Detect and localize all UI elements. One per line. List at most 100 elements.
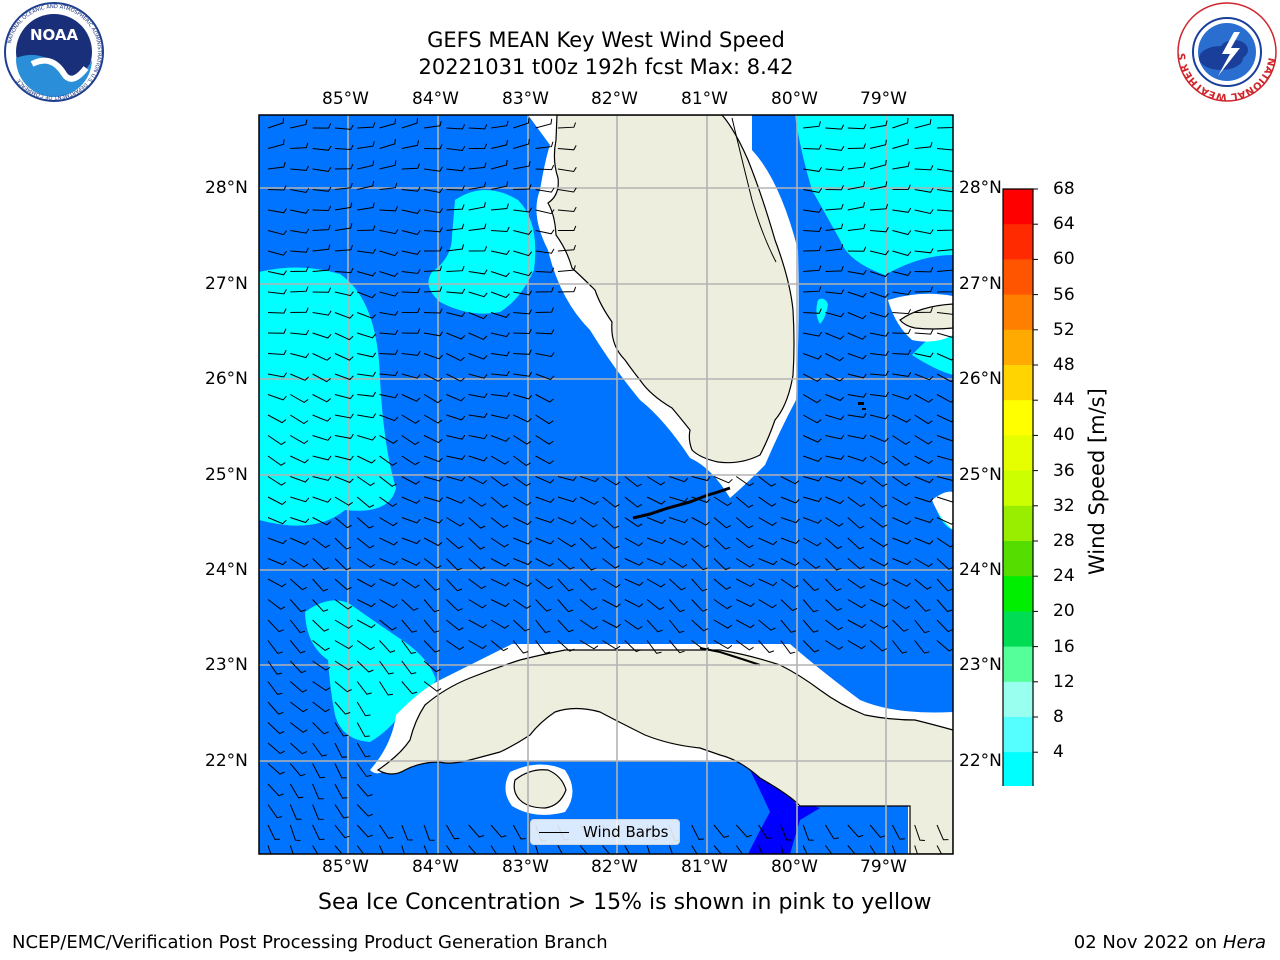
wind-barb [490, 537, 509, 548]
wind-barb [290, 266, 309, 272]
wind-barb [825, 394, 845, 402]
wind-barb [914, 286, 933, 293]
wind-barb [312, 558, 329, 571]
wind-barb [468, 619, 488, 629]
wind-barb [468, 373, 488, 379]
wind-barb [914, 845, 918, 854]
colorbar-tick-label: 20 [1053, 601, 1075, 622]
wind-barb [825, 845, 833, 854]
wind-barb [379, 250, 399, 257]
wind-barb [624, 537, 644, 547]
wind-barb [446, 455, 466, 460]
wind-barb [535, 496, 555, 503]
wind-barb [579, 517, 598, 528]
wind-barb [379, 660, 394, 675]
wind-barb [803, 455, 823, 462]
wind-barb [289, 763, 306, 777]
wind-barb [646, 619, 663, 633]
wind-barb [892, 207, 912, 213]
wind-barb [401, 558, 421, 566]
wind-barb [669, 599, 685, 613]
wind-barb [758, 496, 777, 507]
ocean-8-12-northeast [795, 115, 953, 275]
wind-barb [267, 517, 287, 525]
lat-label-right: 26°N [959, 369, 1002, 389]
lat-label-left: 26°N [205, 369, 248, 389]
wind-barb [423, 517, 443, 524]
colorbar-band [1003, 400, 1033, 436]
wind-barb [290, 165, 310, 171]
colorbar-band [1003, 259, 1033, 296]
wind-barb [424, 208, 444, 214]
wind-barb [424, 265, 443, 272]
wind-barb [713, 537, 731, 550]
wind-barb [468, 558, 486, 570]
noaa-logo-text: NOAA [30, 26, 79, 44]
wind-barb [513, 290, 533, 296]
wind-barb [267, 845, 272, 854]
wind-barb [379, 329, 399, 335]
wind-barb [914, 640, 930, 654]
wind-barb [289, 824, 301, 841]
wind-barb [379, 845, 384, 854]
wind-barb [602, 558, 620, 569]
wind-barb [334, 640, 354, 650]
wind-barb [936, 414, 953, 423]
wind-barb [646, 599, 665, 611]
ocean-below-4-region [745, 760, 820, 854]
colorbar [1000, 186, 1040, 850]
wind-barb [356, 783, 373, 797]
wind-barb [290, 414, 309, 425]
wind-barb [914, 394, 934, 403]
wind-barb [513, 328, 532, 335]
wind-barb [312, 722, 329, 735]
wind-barb [936, 517, 953, 525]
wind-barb [847, 537, 865, 550]
lat-label-left: 22°N [205, 751, 248, 771]
wind-barb [669, 517, 689, 524]
wind-barb [468, 599, 487, 609]
wind-barb [267, 660, 283, 675]
wind-barb [357, 352, 377, 358]
wind-barb [914, 307, 933, 313]
wind-barb [468, 517, 486, 529]
wind-barb [334, 267, 354, 274]
footer-date-text: 02 Nov 2022 on [1073, 932, 1218, 953]
wind-barb [490, 139, 508, 149]
wind-barb [490, 824, 507, 838]
wind-barb [513, 537, 533, 545]
wind-barb [468, 578, 487, 590]
wind-barb [490, 250, 510, 255]
wind-barb [557, 599, 574, 613]
wind-barb [847, 824, 864, 838]
wind-barb [290, 119, 308, 129]
wind-barb [557, 845, 563, 854]
lon-label-top: 81°W [681, 89, 728, 109]
wind-barb [334, 742, 348, 758]
wind-barb [357, 122, 376, 129]
wind-barb [357, 180, 375, 190]
wind-barb [513, 599, 532, 609]
wind-barb [356, 455, 376, 464]
wind-barb [356, 517, 374, 529]
wind-barb [847, 291, 867, 298]
wind-barb [356, 619, 376, 629]
wind-barb [379, 619, 397, 631]
wind-barb [825, 203, 844, 211]
nws-logo: NATIONAL WEATHER SERVICE [1176, 2, 1278, 102]
colorbar-tick-label: 12 [1053, 671, 1075, 692]
colorbar-band [1003, 505, 1033, 542]
wind-barb [914, 165, 934, 171]
wind-barb [713, 558, 731, 571]
wind-barb [713, 476, 733, 484]
footer-machine: Hera [1222, 932, 1266, 953]
wind-barb [892, 619, 909, 632]
wind-barb [424, 246, 443, 252]
wind-barb [290, 373, 309, 381]
wind-barb [847, 412, 867, 418]
wind-barb [869, 312, 889, 318]
wind-barb [379, 349, 399, 355]
wind-barb [490, 517, 509, 528]
wind-barb [490, 332, 510, 338]
